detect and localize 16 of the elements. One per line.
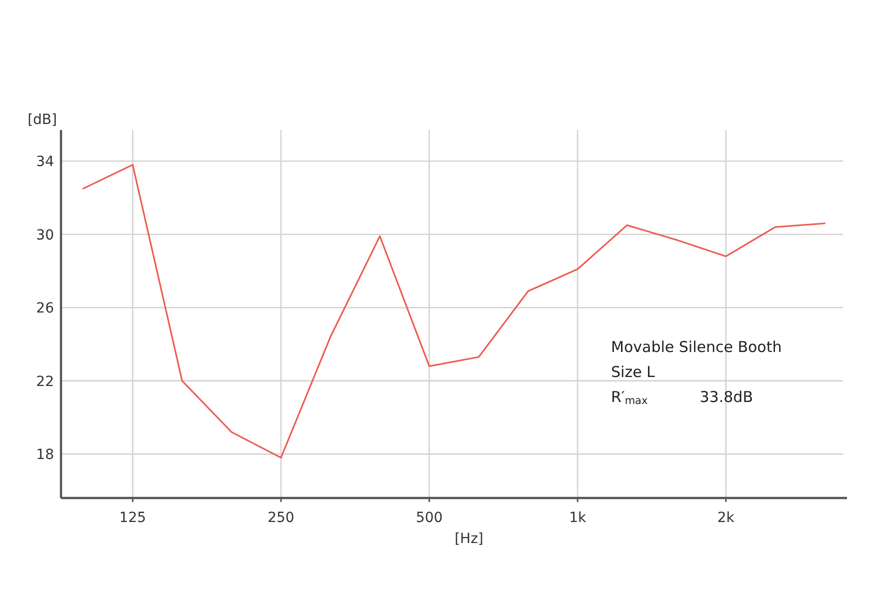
y-tick-label: 26 [36,300,54,317]
y-axis-title: [dB] [28,112,57,128]
text: R′$_{max}$ 33.8dB [611,388,753,408]
annotation: Size L [611,363,656,381]
line-series [82,164,826,459]
x-tick-label: 2k [717,510,736,526]
x-axis-title: [Hz] [454,531,484,547]
x-tick-label: 500 [416,510,443,526]
y-tick-label: 34 [36,154,54,170]
y-tick-label: 30 [36,227,54,244]
annotation: Movable Silence Booth [611,338,782,356]
y-tick-label: 18 [36,447,54,464]
y-tick-label: 22 [36,374,54,390]
x-tick-label: 250 [268,510,294,526]
x-tick-label: 125 [119,510,146,526]
x-tick-label: 1k [569,510,587,526]
